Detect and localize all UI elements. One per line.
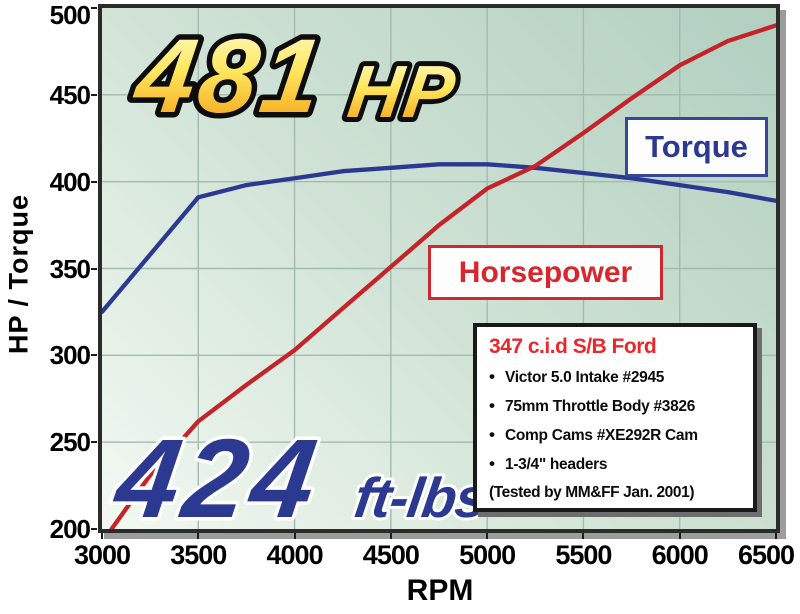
horsepower-legend-label: Horsepower bbox=[458, 255, 633, 289]
y-tick-label: 500 bbox=[49, 0, 91, 30]
x-axis-tick bbox=[390, 533, 392, 539]
spec-item-text: Victor 5.0 Intake #2945 bbox=[505, 369, 665, 386]
spec-item-text: 75mm Throttle Body #3826 bbox=[505, 398, 696, 415]
bullet-icon: • bbox=[489, 396, 495, 415]
spec-list-item: • Victor 5.0 Intake #2945 bbox=[489, 363, 743, 392]
x-tick-label: 3000 bbox=[73, 540, 131, 570]
x-tick-label: 5000 bbox=[459, 540, 516, 570]
y-tick-label: 200 bbox=[49, 514, 91, 544]
y-tick-label: 300 bbox=[49, 340, 91, 371]
horsepower-legend: Horsepower bbox=[428, 245, 663, 300]
x-axis-tick bbox=[775, 533, 777, 539]
x-axis-title: RPM bbox=[406, 574, 474, 607]
horsepower-curve bbox=[109, 23, 776, 529]
x-axis-tick bbox=[582, 533, 584, 539]
x-tick-label: 3500 bbox=[170, 540, 227, 570]
bullet-icon: • bbox=[489, 367, 495, 386]
y-tick-label: 450 bbox=[49, 79, 91, 110]
spec-footer: (Tested by MM&FF Jan. 2001) bbox=[489, 484, 695, 501]
spec-item-text: Comp Cams #XE292R Cam bbox=[505, 427, 698, 444]
x-axis-tick bbox=[679, 533, 681, 539]
y-axis-tick bbox=[91, 528, 97, 530]
engine-spec-title: 347 c.i.d S/B Ford bbox=[489, 335, 657, 358]
spec-item-text: 1-3/4" headers bbox=[505, 456, 608, 473]
x-axis-tick bbox=[197, 533, 199, 539]
y-axis-tick bbox=[91, 268, 97, 270]
torque-legend: Torque bbox=[625, 117, 768, 177]
torque-curve bbox=[102, 162, 776, 315]
y-tick-label: 350 bbox=[49, 253, 91, 284]
y-tick-label: 400 bbox=[49, 166, 91, 197]
plot-area bbox=[98, 4, 780, 533]
x-tick-label: 4500 bbox=[362, 540, 420, 570]
y-axis-tick bbox=[91, 7, 97, 9]
spec-list-item: • 1-3/4" headers bbox=[489, 450, 743, 479]
x-axis-tick bbox=[294, 533, 296, 539]
bullet-icon: • bbox=[489, 425, 495, 444]
bullet-icon: • bbox=[489, 454, 495, 473]
x-axis-tick bbox=[486, 533, 488, 539]
x-axis-tick bbox=[101, 533, 103, 539]
x-tick-label: 4000 bbox=[266, 540, 324, 570]
y-axis-tick bbox=[91, 181, 97, 183]
x-tick-label: 5500 bbox=[555, 540, 612, 570]
y-axis-tick bbox=[91, 441, 97, 443]
y-axis-tick bbox=[91, 354, 97, 356]
y-tick-label: 250 bbox=[49, 427, 91, 458]
y-axis-tick bbox=[91, 94, 97, 96]
spec-list-item: • 75mm Throttle Body #3826 bbox=[489, 392, 743, 421]
engine-spec-box: 347 c.i.d S/B Ford • Victor 5.0 Intake #2… bbox=[473, 323, 757, 512]
x-tick-label: 6500 bbox=[737, 540, 795, 570]
torque-legend-label: Torque bbox=[645, 129, 748, 164]
x-tick-label: 6000 bbox=[651, 540, 709, 570]
spec-list-item: • Comp Cams #XE292R Cam bbox=[489, 421, 743, 450]
